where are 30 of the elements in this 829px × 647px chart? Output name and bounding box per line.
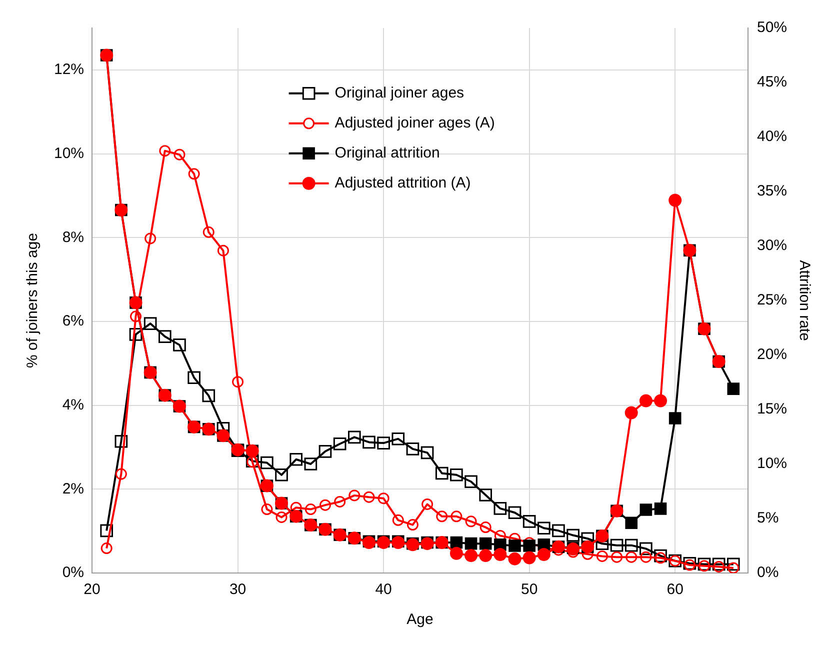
y2-tick-label: 15% <box>756 400 788 418</box>
y-tick-label: 12% <box>54 61 84 78</box>
x-tick-label: 20 <box>84 581 100 598</box>
y-tick-label: 6% <box>62 312 84 330</box>
x-tick-label: 60 <box>666 581 684 598</box>
y-tick-label: 0% <box>62 564 84 582</box>
x-tick-label: 40 <box>375 581 392 598</box>
legend-label: Adjusted attrition (A) <box>334 174 471 192</box>
y-tick-label: 2% <box>62 480 84 498</box>
y2-tick-label: 45% <box>756 74 788 91</box>
y2-tick-label: 30% <box>756 237 788 254</box>
y-tick-label: 4% <box>62 396 84 414</box>
y2-tick-label: 10% <box>756 455 788 472</box>
y2-tick-label: 25% <box>756 292 788 309</box>
x-tick-label: 50 <box>520 581 538 598</box>
legend-label: Adjusted joiner ages (A) <box>334 114 495 132</box>
y2-tick-label: 40% <box>756 128 788 146</box>
y-tick-label: 10% <box>54 144 84 162</box>
y2-tick-label: 35% <box>756 182 788 200</box>
x-axis-title: Age <box>406 611 434 628</box>
y-tick-label: 8% <box>62 228 84 246</box>
legend-label: Original attrition <box>334 144 440 162</box>
y2-tick-label: 0% <box>756 564 779 582</box>
y2-tick-label: 20% <box>756 346 788 364</box>
x-tick-label: 30 <box>229 581 246 598</box>
y2-axis-title: Attrition rate <box>796 260 813 341</box>
y2-tick-label: 50% <box>756 19 788 36</box>
y-axis-title: % of joiners this age <box>24 232 42 368</box>
y2-tick-label: 5% <box>756 510 779 527</box>
legend-label: Original joiner ages <box>334 84 464 102</box>
